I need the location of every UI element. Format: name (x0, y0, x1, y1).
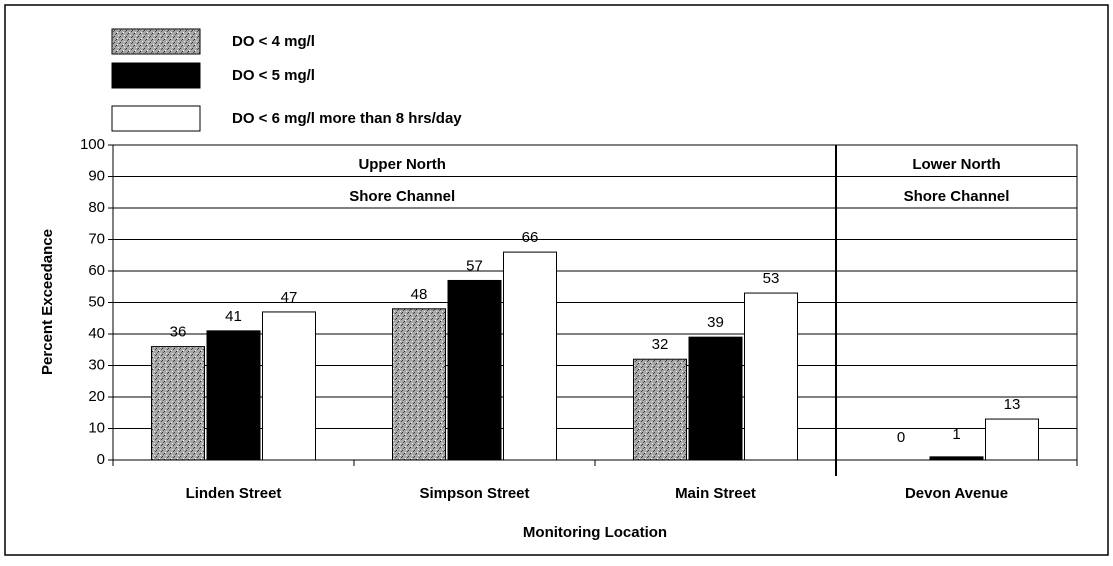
y-tick-label: 90 (88, 167, 105, 184)
y-tick-label: 10 (88, 419, 105, 436)
value-label: 57 (466, 257, 483, 274)
y-tick-label: 20 (88, 388, 105, 405)
bar (392, 308, 446, 461)
bar (744, 292, 798, 461)
y-tick-label: 60 (88, 262, 105, 279)
bar (447, 279, 502, 461)
x-axis-label: Monitoring Location (523, 524, 667, 541)
annotation: Lower North (912, 156, 1000, 173)
bar (688, 336, 743, 461)
y-tick-label: 40 (88, 325, 105, 342)
x-tick-label: Linden Street (186, 485, 282, 502)
y-tick-label: 70 (88, 230, 105, 247)
value-label: 36 (170, 324, 187, 341)
bar (262, 311, 316, 461)
annotation: Shore Channel (349, 188, 455, 205)
y-tick-label: 50 (88, 293, 105, 310)
bar (633, 358, 687, 461)
legend-swatch (111, 105, 201, 132)
value-label: 53 (763, 270, 780, 287)
value-label: 41 (225, 308, 242, 325)
value-label: 47 (281, 289, 298, 306)
value-label: 1 (952, 426, 960, 443)
y-axis-label: Percent Exceedance (39, 229, 56, 375)
bar (206, 330, 261, 461)
x-tick-label: Devon Avenue (905, 485, 1008, 502)
legend-label: DO < 4 mg/l (232, 33, 315, 50)
bar (151, 346, 205, 461)
legend-swatch (111, 28, 201, 55)
bar (503, 251, 557, 461)
legend-swatch (111, 62, 201, 89)
y-tick-label: 30 (88, 356, 105, 373)
y-tick-label: 80 (88, 199, 105, 216)
bar (985, 418, 1039, 461)
value-label: 39 (707, 314, 724, 331)
y-tick-label: 100 (80, 136, 105, 153)
annotation: Upper North (358, 156, 446, 173)
value-label: 48 (411, 286, 428, 303)
value-label: 0 (897, 429, 905, 446)
annotation: Shore Channel (904, 188, 1010, 205)
bar (929, 456, 984, 461)
x-tick-label: Simpson Street (419, 485, 529, 502)
legend-label: DO < 6 mg/l more than 8 hrs/day (232, 110, 462, 127)
value-label: 32 (652, 336, 669, 353)
value-label: 13 (1004, 396, 1021, 413)
legend-label: DO < 5 mg/l (232, 67, 315, 84)
x-tick-label: Main Street (675, 485, 756, 502)
value-label: 66 (522, 229, 539, 246)
y-tick-label: 0 (97, 451, 105, 468)
